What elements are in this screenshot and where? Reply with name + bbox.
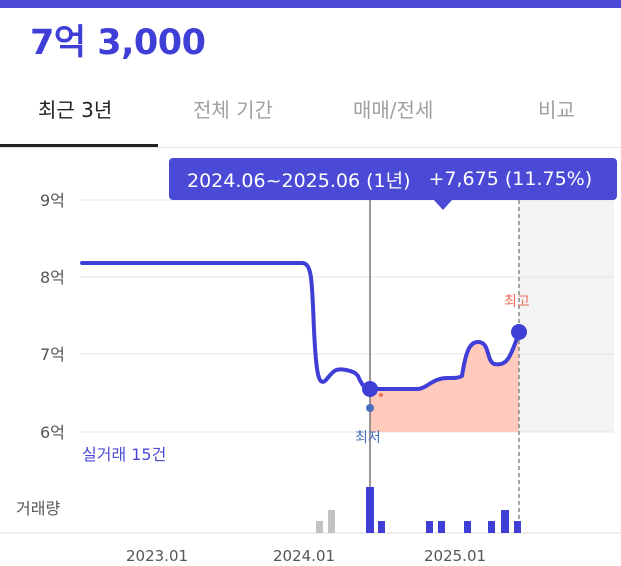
volume-bar — [514, 521, 521, 533]
y-label-9: 9억 — [40, 191, 65, 210]
tooltip-change: +7,675 (11.75%) — [428, 168, 593, 190]
volume-bar — [438, 521, 445, 533]
tab-sale-jeonse[interactable]: 매매/전세 — [353, 98, 434, 122]
max-marker[interactable] — [511, 324, 527, 340]
volume-bar — [464, 521, 471, 533]
volume-bar — [426, 521, 433, 533]
volume-bar — [316, 521, 323, 533]
trade-dot — [379, 393, 383, 397]
y-label-7: 7억 — [40, 345, 65, 364]
y-label-6: 6억 — [40, 423, 65, 442]
volume-label: 거래량 — [16, 499, 60, 518]
current-price: 7억 3,000 — [30, 23, 206, 63]
tab-all-period[interactable]: 전체 기간 — [193, 98, 273, 122]
min-marker[interactable] — [362, 381, 378, 397]
volume-bar — [488, 521, 495, 533]
volume-bar — [328, 510, 335, 533]
trade-count-label: 실거래 15건 — [82, 445, 166, 464]
period-tabs: 최근 3년 전체 기간 매매/전세 비교 — [0, 74, 621, 148]
y-label-8: 8억 — [40, 268, 65, 287]
price-line — [80, 261, 521, 391]
top-accent-strip — [0, 0, 621, 8]
tab-compare[interactable]: 비교 — [538, 98, 575, 122]
tab-recent-3-years[interactable]: 최근 3년 — [38, 98, 113, 122]
x-label-2025: 2025.01 — [424, 547, 486, 565]
x-label-2024: 2024.01 — [273, 547, 335, 565]
tooltip-arrow — [433, 199, 453, 210]
min-label: 최저 — [355, 430, 381, 446]
volume-bar — [378, 521, 385, 533]
range-tooltip: 2024.06~2025.06 (1년) +7,675 (11.75%) — [169, 158, 617, 200]
period-area — [370, 332, 519, 432]
max-label: 최고 — [504, 294, 530, 310]
min-trade-dot — [366, 404, 374, 412]
future-shade — [519, 200, 614, 432]
volume-bar — [501, 510, 509, 533]
tooltip-period: 2024.06~2025.06 (1년) — [187, 169, 411, 192]
active-tab-underline — [0, 144, 158, 147]
volume-bar — [366, 487, 374, 533]
x-label-2023: 2023.01 — [126, 547, 188, 565]
